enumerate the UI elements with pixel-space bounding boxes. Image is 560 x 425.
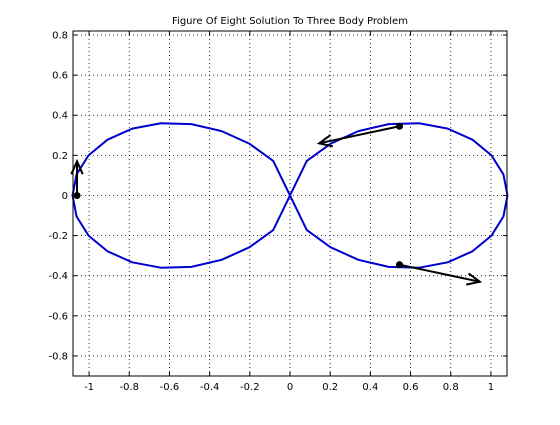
y-tick-label: -0.2 <box>48 231 68 242</box>
x-tick-label: -0.6 <box>160 382 180 393</box>
x-tick-label: -0.8 <box>120 382 140 393</box>
x-tick-label: -0.2 <box>240 382 260 393</box>
x-tick-label: 0.4 <box>362 382 378 393</box>
velocity-arrowhead <box>465 272 483 286</box>
x-tick-label: -0.4 <box>200 382 220 393</box>
y-tick-label: 0 <box>62 191 68 202</box>
chart-title: Figure Of Eight Solution To Three Body P… <box>172 16 408 27</box>
y-tick-label: -0.6 <box>48 311 68 322</box>
body-marker <box>396 122 404 130</box>
plot-frame <box>72 30 508 377</box>
y-tick-label: 0.6 <box>52 71 68 82</box>
y-tick-label: 0.2 <box>52 151 68 162</box>
grid <box>73 31 507 376</box>
x-tick-label: 0.2 <box>322 382 338 393</box>
y-tick-label: 0.8 <box>52 31 68 42</box>
y-tick-label: -0.8 <box>48 351 68 362</box>
x-tick-label: 0.6 <box>403 382 419 393</box>
velocity-arrow <box>399 263 481 283</box>
velocity-arrow <box>318 125 400 145</box>
x-tick-label: 0 <box>287 382 293 393</box>
x-tick-label: 0.8 <box>443 382 459 393</box>
body-marker <box>396 261 404 269</box>
x-tick-label: 1 <box>488 382 494 393</box>
data-layer <box>70 122 509 286</box>
y-tick-label: -0.4 <box>48 271 68 282</box>
x-tick-label: -1 <box>84 382 94 393</box>
velocity-arrowhead <box>316 134 334 148</box>
y-tick-label: 0.4 <box>52 111 68 122</box>
axis-ticks: -1 -0.8 -0.6 -0.4 -0.2 0 0.2 0.4 0.6 0.8 1 0.8 0.6 0.… <box>48 31 507 393</box>
body-marker <box>73 191 81 199</box>
